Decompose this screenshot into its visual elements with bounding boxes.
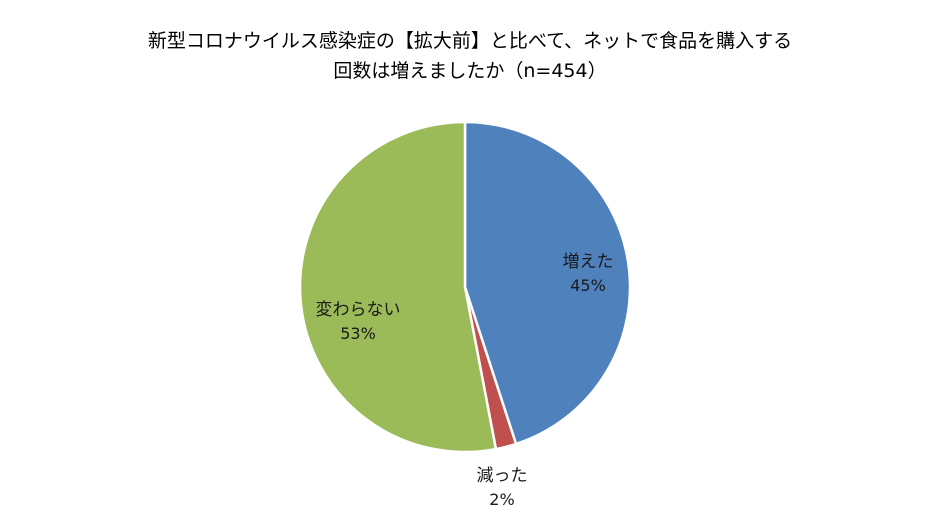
label-increased: 増えた 45% bbox=[548, 250, 628, 298]
label-increased-pct: 45% bbox=[570, 276, 606, 295]
label-decreased: 減った 2% bbox=[462, 464, 542, 512]
slice-increased bbox=[463, 120, 632, 446]
label-unchanged: 変わらない 53% bbox=[298, 298, 418, 346]
label-decreased-name: 減った bbox=[476, 466, 528, 486]
label-increased-name: 増えた bbox=[562, 252, 614, 272]
label-unchanged-pct: 53% bbox=[340, 324, 376, 343]
slice-unchanged bbox=[298, 120, 498, 454]
label-unchanged-name: 変わらない bbox=[315, 300, 401, 320]
label-decreased-pct: 2% bbox=[489, 490, 515, 509]
chart-title-line-2: 回数は増えましたか（n=454） bbox=[333, 60, 607, 82]
chart-title-line-1: 新型コロナウイルス感染症の【拡大前】と比べて、ネットで食品を購入する bbox=[147, 30, 793, 52]
